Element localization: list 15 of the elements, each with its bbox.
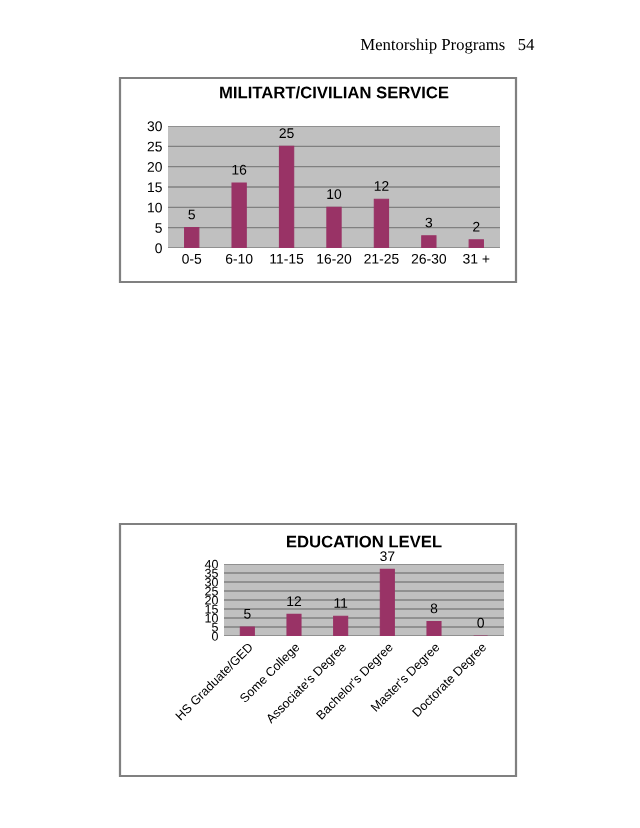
bar [373,198,390,248]
bar [231,182,247,248]
bar [326,206,342,248]
bar [333,615,349,636]
bar [239,626,255,636]
chart-title: EDUCATION LEVEL [287,535,442,548]
bar [421,235,437,248]
text: Mentorship Programs 54 [360,38,535,54]
bar [286,613,302,636]
bar [278,145,295,248]
bar [184,227,200,248]
bar [468,239,484,248]
bar [379,568,395,636]
chart-title: MILITART/CIVILIAN SERVICE [220,86,449,99]
bar [426,621,442,636]
